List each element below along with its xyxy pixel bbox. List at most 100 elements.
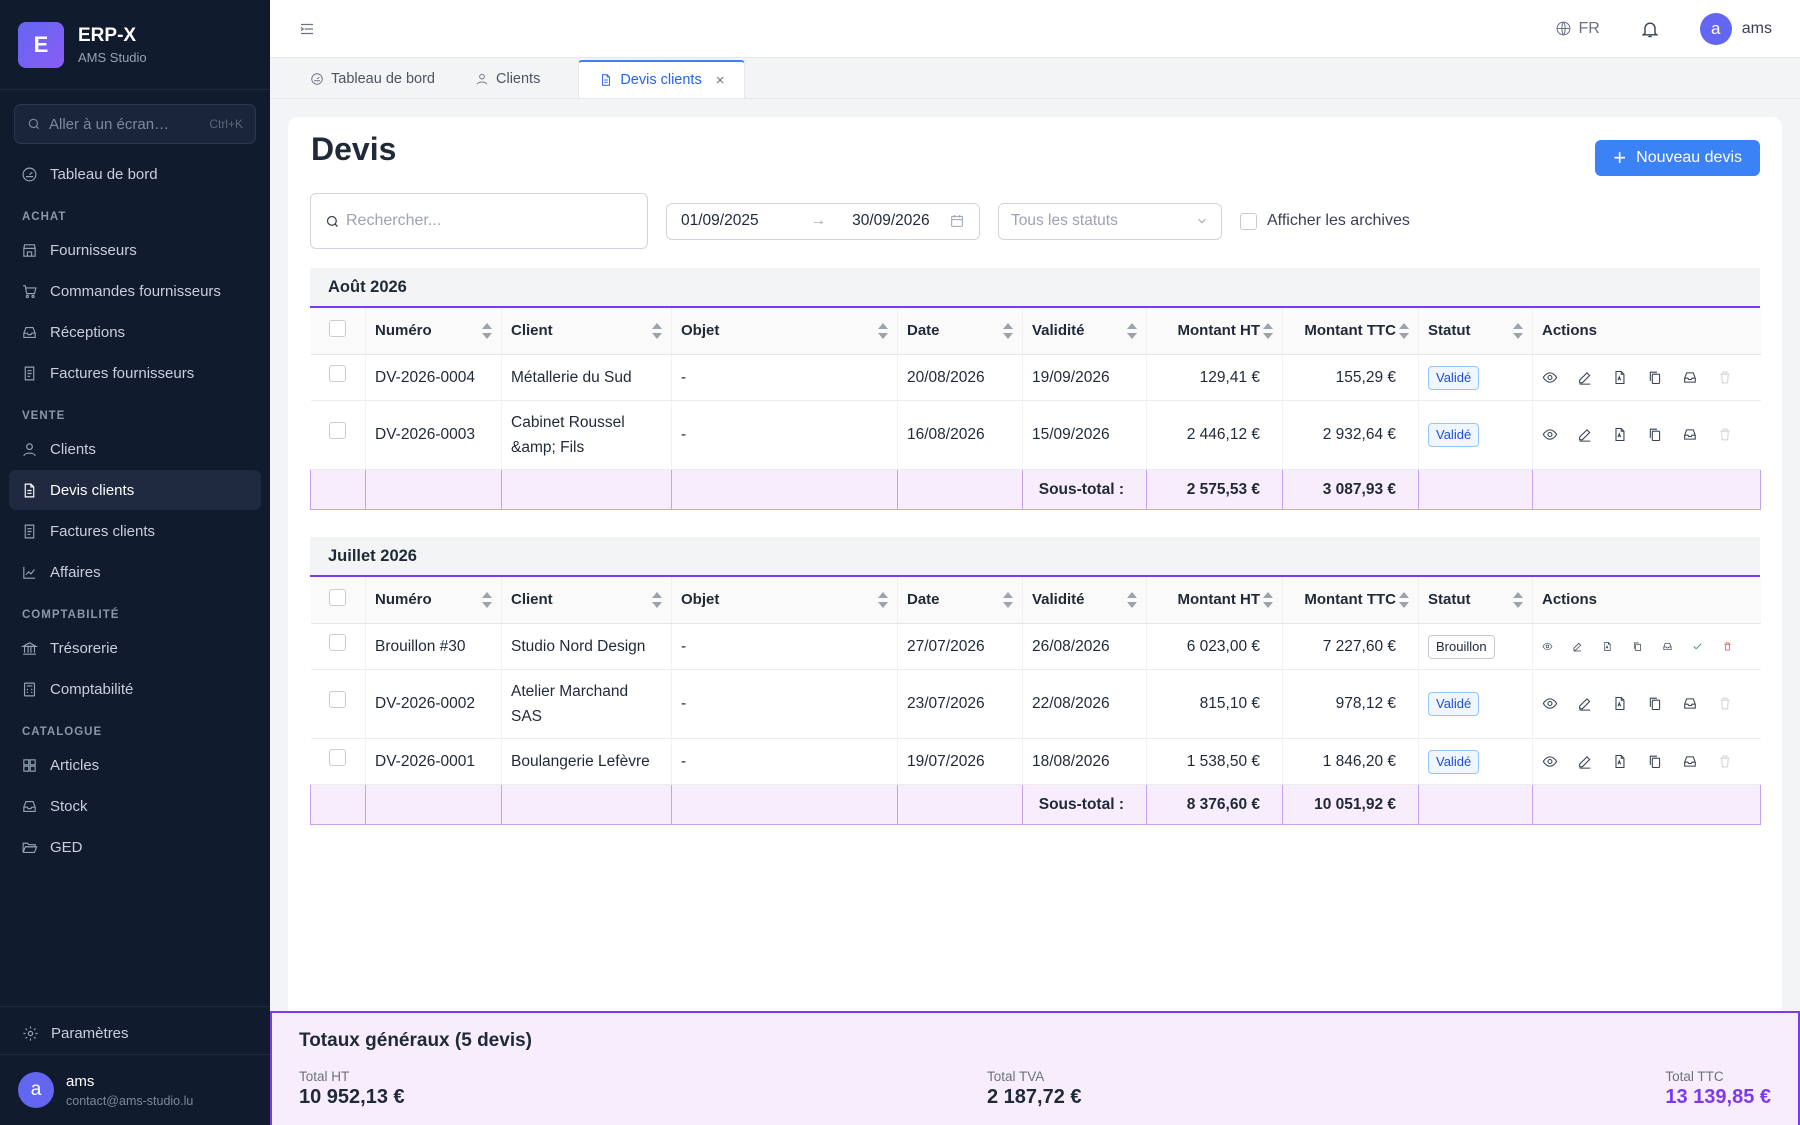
column-header-date[interactable]: Date [897, 308, 1023, 355]
row-checkbox[interactable] [329, 633, 347, 651]
sidebar-item-affaires[interactable]: Affaires [9, 552, 261, 592]
table-row[interactable]: Brouillon #30 Studio Nord Design - 27/07… [310, 623, 1761, 670]
menu-toggle-icon[interactable] [298, 20, 316, 38]
sort-icon[interactable] [1513, 323, 1523, 339]
sidebar-item-dashboard[interactable]: Tableau de bord [9, 154, 261, 194]
check-icon[interactable] [1692, 638, 1703, 655]
archive-icon[interactable] [1682, 753, 1698, 770]
column-header-objet[interactable]: Objet [671, 308, 898, 355]
sort-icon[interactable] [1127, 323, 1137, 339]
row-checkbox[interactable] [329, 748, 347, 766]
bell-icon[interactable] [1640, 19, 1660, 39]
row-checkbox[interactable] [329, 422, 347, 439]
pdf-icon[interactable] [1612, 369, 1628, 386]
pencil-icon[interactable] [1577, 369, 1593, 386]
select-all-checkbox[interactable] [329, 589, 347, 607]
pdf-icon[interactable] [1612, 695, 1628, 712]
sort-icon[interactable] [1513, 592, 1523, 608]
table-row[interactable]: DV-2026-0001 Boulangerie Lefèvre - 19/07… [310, 738, 1761, 785]
sidebar-item-ged[interactable]: GED [9, 827, 261, 867]
sort-icon[interactable] [878, 592, 888, 608]
tab-clients[interactable]: Clients [455, 60, 560, 98]
column-header-numero[interactable]: Numéro [365, 577, 502, 624]
column-header-client[interactable]: Client [501, 577, 672, 624]
trash-icon[interactable] [1722, 638, 1733, 655]
row-checkbox[interactable] [329, 691, 347, 708]
sort-icon[interactable] [1263, 323, 1273, 339]
language-selector[interactable]: FR [1555, 20, 1600, 38]
copy-icon[interactable] [1632, 638, 1643, 655]
sidebar-item-articles[interactable]: Articles [9, 745, 261, 785]
copy-icon[interactable] [1647, 426, 1663, 443]
sort-icon[interactable] [1263, 592, 1273, 608]
search-input[interactable]: Rechercher... [310, 193, 648, 249]
sort-icon[interactable] [652, 592, 662, 608]
pencil-icon[interactable] [1572, 638, 1583, 655]
sidebar-item-clients[interactable]: Clients [9, 429, 261, 469]
status-select[interactable]: Tous les statuts [998, 202, 1222, 240]
tab-devis-clients[interactable]: Devis clients × [578, 60, 746, 98]
date-range-picker[interactable]: 01/09/2025 → 30/09/2026 [666, 202, 980, 240]
sidebar-item-fournisseurs[interactable]: Fournisseurs [9, 230, 261, 270]
sort-icon[interactable] [1127, 592, 1137, 608]
sidebar-item-receptions[interactable]: Réceptions [9, 312, 261, 352]
copy-icon[interactable] [1647, 369, 1663, 386]
sidebar-item-stock[interactable]: Stock [9, 786, 261, 826]
copy-icon[interactable] [1647, 753, 1663, 770]
column-header-client[interactable]: Client [501, 308, 672, 355]
select-all-checkbox[interactable] [329, 320, 347, 338]
table-row[interactable]: DV-2026-0002 Atelier Marchand SAS - 23/0… [310, 669, 1761, 739]
column-header-statut[interactable]: Statut [1418, 308, 1533, 355]
eye-icon[interactable] [1542, 638, 1553, 655]
sort-icon[interactable] [878, 323, 888, 339]
archive-toggle[interactable]: Afficher les archives [1240, 212, 1410, 230]
sidebar-item-commandes-fournisseurs[interactable]: Commandes fournisseurs [9, 271, 261, 311]
sort-icon[interactable] [1003, 323, 1013, 339]
new-quote-button[interactable]: + Nouveau devis [1595, 140, 1760, 176]
column-header-montant-ht[interactable]: Montant HT [1146, 308, 1283, 355]
sidebar-item-tresorerie[interactable]: Trésorerie [9, 628, 261, 668]
pencil-icon[interactable] [1577, 695, 1593, 712]
column-header-numero[interactable]: Numéro [365, 308, 502, 355]
column-header-montant-ttc[interactable]: Montant TTC [1282, 577, 1419, 624]
table-row[interactable]: DV-2026-0004 Métallerie du Sud - 20/08/2… [310, 354, 1761, 401]
archive-checkbox[interactable] [1240, 212, 1257, 230]
tab-dashboard[interactable]: Tableau de bord [290, 60, 455, 98]
archive-icon[interactable] [1682, 426, 1698, 443]
column-header-montant-ht[interactable]: Montant HT [1146, 577, 1283, 624]
eye-icon[interactable] [1542, 369, 1558, 386]
pencil-icon[interactable] [1577, 426, 1593, 443]
row-checkbox[interactable] [329, 364, 347, 382]
sort-icon[interactable] [1003, 592, 1013, 608]
sort-icon[interactable] [482, 323, 492, 339]
sidebar-item-comptabilite[interactable]: Comptabilité [9, 669, 261, 709]
pencil-icon[interactable] [1577, 753, 1593, 770]
column-header-statut[interactable]: Statut [1418, 577, 1533, 624]
sidebar-item-factures-clients[interactable]: Factures clients [9, 511, 261, 551]
column-header-montant-ttc[interactable]: Montant TTC [1282, 308, 1419, 355]
close-icon[interactable]: × [715, 71, 725, 89]
copy-icon[interactable] [1647, 695, 1663, 712]
sort-icon[interactable] [1399, 592, 1409, 608]
eye-icon[interactable] [1542, 426, 1558, 443]
archive-icon[interactable] [1682, 695, 1698, 712]
user-menu[interactable]: a ams [1699, 12, 1772, 45]
sidebar-item-settings[interactable]: Paramètres [0, 1013, 270, 1055]
sort-icon[interactable] [1399, 323, 1409, 339]
pdf-icon[interactable] [1612, 426, 1628, 443]
pdf-icon[interactable] [1602, 638, 1613, 655]
archive-icon[interactable] [1682, 369, 1698, 386]
sort-icon[interactable] [482, 592, 492, 608]
eye-icon[interactable] [1542, 753, 1558, 770]
column-header-validite[interactable]: Validité [1022, 577, 1147, 624]
sidebar-search[interactable]: Aller à un écran… Ctrl+K [14, 104, 256, 144]
eye-icon[interactable] [1542, 695, 1558, 712]
sidebar-item-factures-fournisseurs[interactable]: Factures fournisseurs [9, 353, 261, 393]
sidebar-item-devis-clients[interactable]: Devis clients [9, 470, 261, 510]
sidebar-user[interactable]: a ams contact@ams-studio.lu [0, 1055, 270, 1125]
column-header-objet[interactable]: Objet [671, 577, 898, 624]
sort-icon[interactable] [652, 323, 662, 339]
pdf-icon[interactable] [1612, 753, 1628, 770]
table-row[interactable]: DV-2026-0003 Cabinet Roussel &amp; Fils … [310, 400, 1761, 470]
column-header-date[interactable]: Date [897, 577, 1023, 624]
